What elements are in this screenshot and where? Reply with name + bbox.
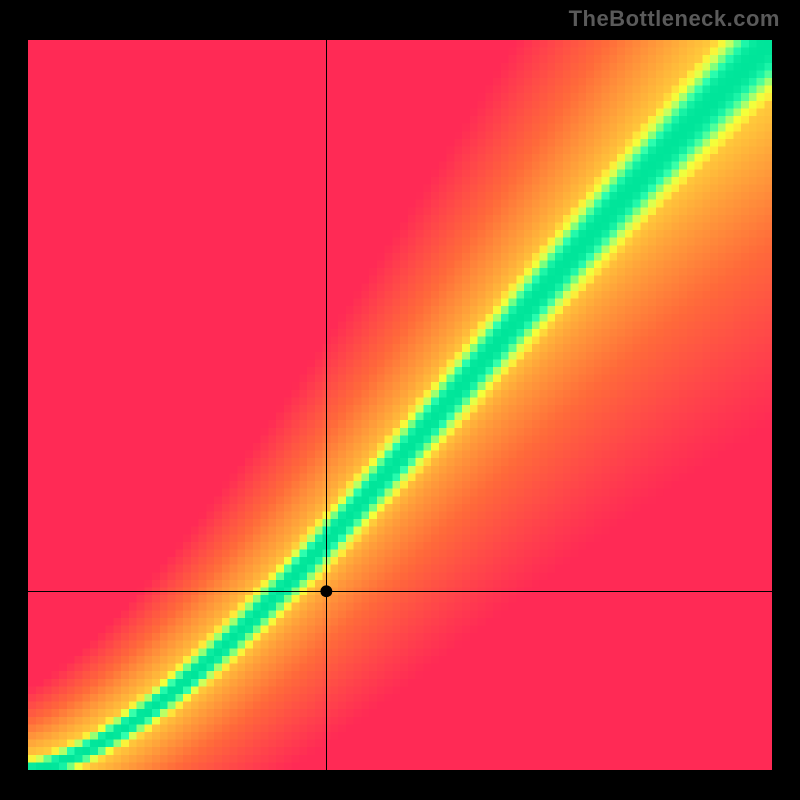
overlay-canvas xyxy=(28,40,772,770)
watermark-text: TheBottleneck.com xyxy=(569,6,780,32)
plot-area xyxy=(28,40,772,770)
chart-frame: TheBottleneck.com xyxy=(0,0,800,800)
